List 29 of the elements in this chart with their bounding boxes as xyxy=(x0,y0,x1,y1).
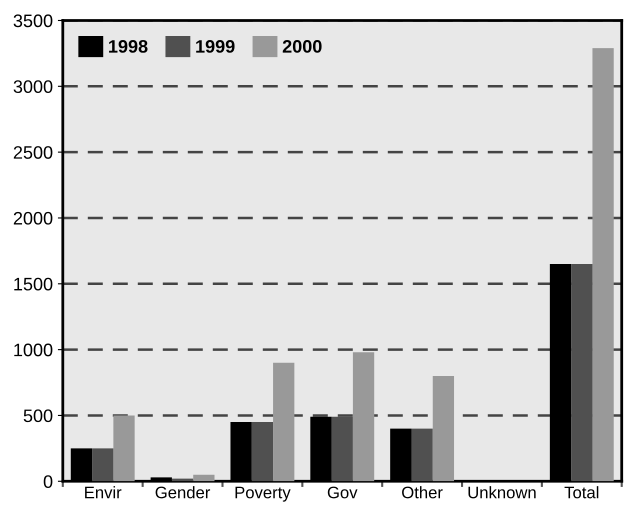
y-tick-label: 1000 xyxy=(14,344,52,356)
bar xyxy=(571,264,592,482)
x-tick-label: Other xyxy=(402,486,443,498)
x-tick-label: Poverty xyxy=(236,486,291,502)
x-tick-label: Gov xyxy=(328,486,358,498)
x-tick-label: Total xyxy=(564,486,598,498)
bar xyxy=(252,422,274,482)
bar xyxy=(273,362,294,482)
y-tick-label: 3500 xyxy=(14,14,52,28)
x-tick-label: Unknown xyxy=(468,486,536,498)
legend-label: 2000 xyxy=(282,40,322,53)
bar xyxy=(92,448,114,482)
y-tick-label: 2000 xyxy=(14,212,52,225)
y-tick-label: 3000 xyxy=(14,80,52,94)
bar xyxy=(113,415,135,482)
bar xyxy=(592,48,614,482)
y-tick-label: 500 xyxy=(24,409,52,422)
x-tick-label: Gender xyxy=(156,486,210,498)
bar xyxy=(172,478,194,482)
y-tick-label: 2500 xyxy=(14,146,52,159)
y-tick-label: 0 xyxy=(44,475,52,488)
y-tick-label: 1500 xyxy=(14,278,52,291)
bar xyxy=(193,474,215,482)
x-tick-label: Envir xyxy=(85,486,122,498)
legend-label: 1999 xyxy=(196,40,235,53)
bar xyxy=(432,376,454,482)
bar xyxy=(411,428,433,482)
bar xyxy=(352,352,374,482)
legend-label: 1998 xyxy=(109,40,148,53)
